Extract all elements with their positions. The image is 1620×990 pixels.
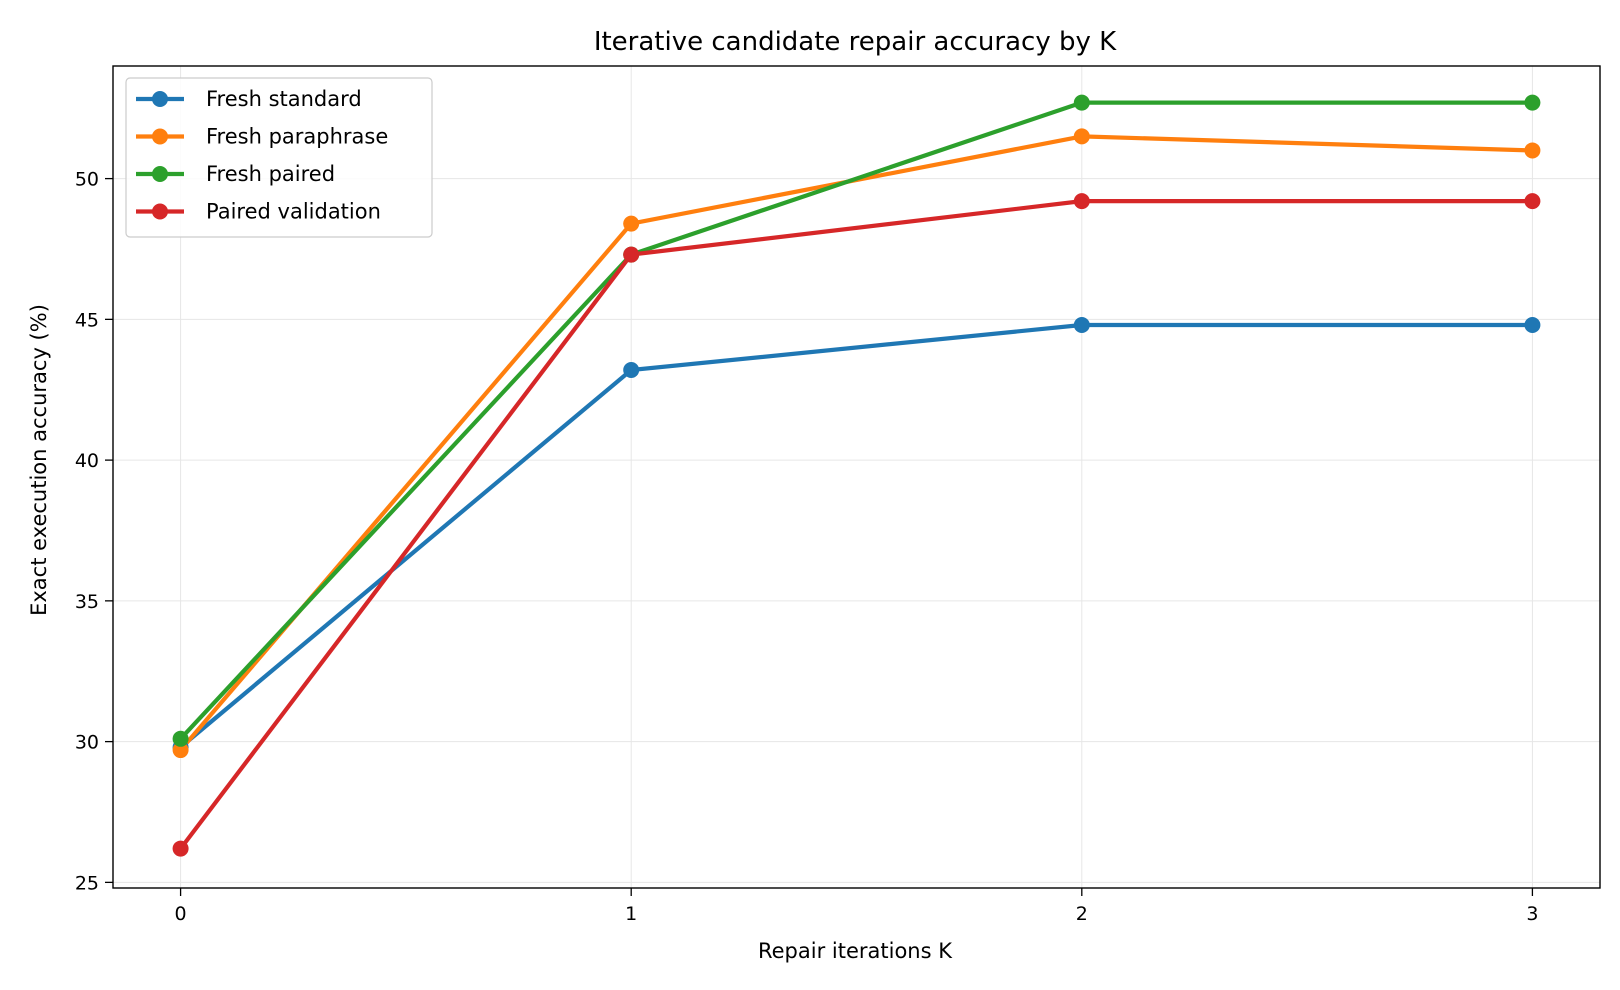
data-point-paired-validation bbox=[172, 840, 189, 857]
y-tick-label: 35 bbox=[75, 591, 99, 613]
series-lines bbox=[178, 100, 1535, 851]
data-point-fresh-standard bbox=[1524, 316, 1541, 333]
x-tick-label: 0 bbox=[175, 903, 187, 925]
series-line-fresh-standard bbox=[178, 322, 1535, 750]
data-point-fresh-paraphrase bbox=[1524, 142, 1541, 159]
data-point-paired-validation bbox=[1524, 193, 1541, 210]
y-axis-ticks: 25 30 35 40 45 50 bbox=[75, 169, 113, 894]
data-point-paired-validation bbox=[1073, 193, 1090, 210]
data-point-fresh-paraphrase bbox=[1073, 128, 1090, 145]
data-point-fresh-paired bbox=[1524, 94, 1541, 111]
y-tick-label: 25 bbox=[75, 872, 99, 894]
y-tick-label: 45 bbox=[75, 309, 99, 331]
y-axis-label: Exact execution accuracy (%) bbox=[27, 304, 51, 616]
legend-label: Fresh standard bbox=[206, 87, 362, 111]
legend-label: Fresh paraphrase bbox=[206, 125, 388, 149]
plot-frame bbox=[112, 65, 1601, 889]
data-point-paired-validation bbox=[623, 246, 640, 263]
y-tick-label: 50 bbox=[75, 169, 99, 191]
legend-swatch-marker bbox=[152, 166, 168, 182]
chart-title: Iterative candidate repair accuracy by K bbox=[594, 27, 1117, 57]
legend-box bbox=[125, 77, 433, 238]
legend-swatch-marker bbox=[152, 203, 168, 220]
y-tick-label: 40 bbox=[75, 450, 99, 472]
legend-swatch-marker bbox=[152, 91, 168, 107]
legend: Fresh standard Fresh paraphrase Fresh pair… bbox=[125, 77, 433, 238]
legend-label: Paired validation bbox=[206, 200, 381, 224]
x-axis-label: Repair iterations K bbox=[758, 939, 953, 963]
data-point-fresh-standard bbox=[1073, 316, 1090, 333]
x-tick-label: 1 bbox=[625, 903, 637, 925]
y-tick-label: 30 bbox=[75, 732, 99, 754]
data-point-fresh-paired bbox=[1073, 94, 1090, 111]
data-point-fresh-paraphrase bbox=[623, 215, 640, 232]
data-point-fresh-standard bbox=[623, 362, 640, 379]
series-line-fresh-paired bbox=[178, 100, 1535, 741]
data-point-fresh-paired bbox=[172, 730, 189, 747]
series-line-paired-validation bbox=[178, 199, 1535, 851]
x-tick-label: 3 bbox=[1526, 903, 1538, 925]
data-point-fresh-paraphrase bbox=[172, 742, 189, 759]
legend-label: Fresh paired bbox=[206, 162, 335, 186]
x-tick-label: 2 bbox=[1076, 903, 1088, 925]
series-points bbox=[172, 94, 1541, 857]
legend-swatch-marker bbox=[152, 128, 168, 145]
x-axis-ticks: 0 1 2 3 bbox=[175, 888, 1538, 925]
